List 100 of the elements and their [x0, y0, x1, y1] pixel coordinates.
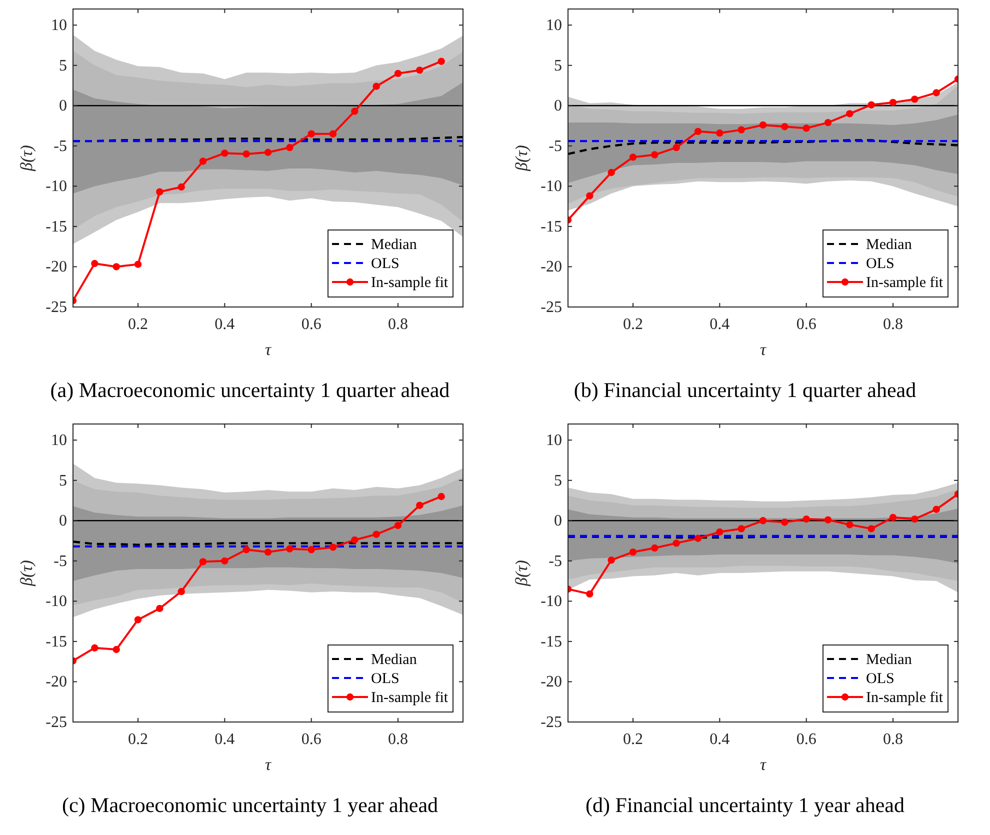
point	[156, 604, 164, 612]
point	[608, 556, 615, 564]
point	[221, 150, 228, 157]
point	[651, 544, 658, 552]
y-tick-label: -15	[46, 633, 67, 650]
text: (a) Macroeconomic uncertainty 1 quarter ahead	[50, 378, 450, 402]
y-tick-label: -25	[540, 714, 562, 731]
y-tick-label: 0	[554, 98, 562, 115]
point	[134, 260, 142, 268]
legend-label: In-sample fit	[371, 275, 449, 291]
y-tick-label: 5	[59, 57, 67, 74]
legend-label: Median	[866, 237, 912, 253]
legend-label: In-sample fit	[866, 275, 944, 291]
point	[586, 590, 594, 598]
point	[416, 502, 424, 509]
x-tick-label: 0.4	[214, 316, 235, 333]
y-tick-label: -5	[548, 138, 562, 155]
y-tick-label: 10	[51, 432, 67, 450]
legend-label: OLS	[371, 256, 400, 272]
y-tick-label: -20	[540, 258, 562, 276]
y-tick-label: 0	[59, 98, 67, 115]
point	[759, 517, 767, 524]
point	[351, 108, 358, 115]
point	[438, 58, 445, 65]
legend-label: In-sample fit	[866, 690, 944, 706]
point	[868, 525, 875, 532]
y-tick-label: -10	[46, 178, 67, 196]
y-tick-label: 10	[51, 17, 67, 34]
point	[351, 536, 358, 544]
point	[911, 96, 918, 103]
x-tick-label: 0.6	[301, 316, 322, 333]
x-tick-label: 0.8	[388, 316, 408, 333]
point	[199, 558, 207, 566]
point	[716, 129, 724, 137]
text: (d) Financial uncertainty 1 year ahead	[586, 793, 905, 817]
point	[586, 192, 594, 200]
point	[694, 534, 702, 542]
point	[781, 122, 788, 130]
point	[329, 130, 337, 138]
point	[394, 70, 402, 78]
y-tick-label: -10	[46, 593, 67, 610]
point	[286, 144, 294, 152]
point	[199, 158, 207, 165]
point	[372, 82, 380, 90]
point	[694, 128, 702, 136]
point	[846, 521, 854, 528]
point	[91, 260, 98, 268]
x-axis-title: τ	[264, 755, 272, 774]
point	[932, 89, 940, 96]
text: (c) Macroeconomic uncertainty 1 year ahead	[62, 793, 439, 817]
x-tick-label: 0.6	[301, 731, 322, 748]
x-tick-label: 0.8	[388, 731, 408, 748]
x-tick-label: 0.8	[883, 731, 903, 748]
y-tick-label: 10	[546, 17, 562, 34]
point	[672, 144, 680, 152]
x-tick-label: 0.8	[883, 316, 903, 333]
point	[802, 124, 810, 132]
point	[264, 548, 272, 556]
legend-label: Median	[371, 652, 418, 668]
y-tick-label: -5	[54, 552, 67, 570]
point	[911, 515, 918, 523]
point	[824, 118, 832, 126]
y-tick-label: -20	[46, 258, 67, 276]
point	[802, 515, 810, 523]
point	[846, 110, 854, 118]
x-tick-label: 0.4	[214, 731, 235, 748]
y-tick-label: -15	[540, 633, 562, 650]
point	[221, 557, 228, 565]
y-axis-title: β(τ)	[512, 560, 531, 587]
point	[112, 646, 120, 654]
point	[629, 154, 637, 161]
x-axis-title: τ	[264, 340, 272, 359]
y-tick-label: 5	[59, 472, 67, 490]
y-tick-label: -5	[548, 552, 562, 570]
point	[308, 130, 315, 138]
x-tick-label: 0.6	[796, 316, 816, 333]
point	[759, 121, 767, 129]
point	[651, 151, 658, 158]
point	[264, 148, 272, 156]
y-tick-label: -15	[540, 218, 562, 236]
legend-label: Median	[371, 237, 418, 253]
legend-label: Median	[866, 652, 912, 668]
point	[738, 126, 745, 134]
point	[178, 183, 185, 191]
y-tick-label: -25	[46, 299, 67, 316]
point	[91, 644, 98, 652]
point	[889, 514, 897, 522]
point	[178, 588, 185, 596]
y-axis-title: β(τ)	[17, 144, 36, 172]
x-tick-label: 0.4	[710, 316, 730, 333]
y-tick-label: -20	[540, 674, 562, 691]
point	[134, 616, 142, 624]
point	[308, 546, 315, 554]
legend-label: OLS	[371, 671, 400, 687]
y-tick-label: 10	[546, 432, 562, 450]
point	[156, 188, 164, 196]
line-series	[568, 139, 958, 156]
point	[329, 544, 337, 551]
y-tick-label: -20	[46, 674, 67, 691]
point	[889, 98, 897, 106]
